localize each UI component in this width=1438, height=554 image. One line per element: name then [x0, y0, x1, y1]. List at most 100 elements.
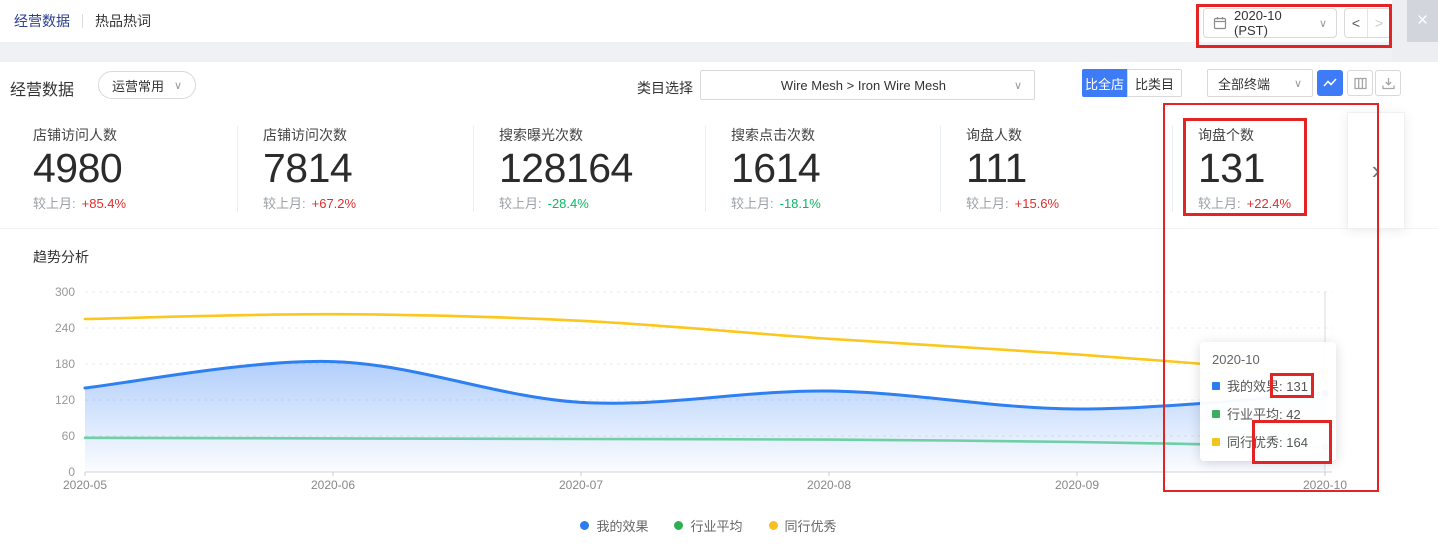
month-picker[interactable]: 2020-10 (PST) ∨ [1203, 8, 1337, 38]
svg-text:60: 60 [62, 429, 76, 443]
stat-label: 店铺访问人数 [33, 127, 117, 143]
table-columns-icon [1353, 76, 1368, 91]
blue-series-swatch [1212, 381, 1220, 390]
yellow-series-swatch [1212, 437, 1220, 446]
svg-text:2020-10: 2020-10 [1303, 478, 1347, 492]
stat-value: 4980 [33, 145, 123, 191]
trend-chart[interactable]: 0 60 120 180 240 300 2020-05 2020-06 2020-07 2020… [0, 229, 1438, 554]
stat-card-4[interactable]: 询盘人数 111 较上月: +15.6% [940, 108, 1172, 228]
top-bar: 经营数据 热品热词 [0, 0, 1392, 42]
category-label: 类目选择 [637, 80, 693, 96]
terminal-dropdown[interactable]: 全部终端 ∨ [1207, 69, 1313, 97]
table-view-button[interactable] [1347, 70, 1373, 96]
stat-delta-pct: -28.4% [547, 196, 589, 211]
chevron-down-icon: ∨ [1013, 79, 1022, 92]
trend-title: 趋势分析 [33, 249, 89, 265]
svg-text:2020-06: 2020-06 [311, 478, 355, 492]
trend-section: 趋势分析 0 60 120 180 240 300 2020-05 2020-06 2020-0… [0, 228, 1438, 554]
stat-delta: 较上月: +67.2% [263, 196, 357, 211]
tab-divider [82, 14, 83, 28]
month-nav: < > [1344, 8, 1391, 38]
stat-delta-pct: +15.6% [1014, 196, 1060, 211]
section-gap [0, 42, 1392, 62]
tooltip-value-peers: 164 [1286, 435, 1308, 450]
preset-dropdown-value: 运营常用 [112, 78, 165, 94]
card-divider [1172, 126, 1173, 212]
tooltip-row-industry: 行业平均: 42 [1212, 404, 1324, 423]
tab-business-data[interactable]: 经营数据 [14, 13, 70, 29]
stat-delta: 较上月: +22.4% [1198, 196, 1292, 211]
stat-value: 7814 [263, 145, 353, 191]
chart-view-button[interactable] [1317, 70, 1343, 96]
legend-dot-icon [674, 521, 684, 530]
stat-card-3[interactable]: 搜索点击次数 1614 较上月: -18.1% [705, 108, 940, 228]
category-select[interactable]: Wire Mesh > Iron Wire Mesh ∨ [700, 70, 1035, 100]
stat-value: 1614 [731, 145, 821, 191]
compare-store-button[interactable]: 比全店 [1082, 69, 1127, 97]
close-button[interactable]: × [1407, 0, 1438, 42]
tooltip-row-mine: 我的效果: 131 [1212, 376, 1324, 395]
control-row: 经营数据 运营常用 ∨ 类目选择 Wire Mesh > Iron Wire M… [0, 62, 1438, 108]
legend-label: 我的效果 [596, 519, 649, 534]
svg-text:0: 0 [68, 465, 75, 479]
calendar-icon [1213, 16, 1227, 30]
month-picker-value: 2020-10 (PST) [1234, 8, 1282, 38]
tab-hot-keywords[interactable]: 热品热词 [95, 13, 151, 29]
stat-label: 搜索曝光次数 [499, 127, 583, 143]
svg-text:2020-08: 2020-08 [807, 478, 851, 492]
stat-delta-pct: +85.4% [81, 196, 127, 211]
legend-item-0[interactable]: 我的效果 [580, 516, 648, 535]
card-divider [473, 126, 474, 212]
stat-card-2[interactable]: 搜索曝光次数 128164 较上月: -28.4% [473, 108, 705, 228]
tooltip-value-industry: 42 [1286, 407, 1301, 422]
preset-dropdown[interactable]: 运营常用 ∨ [98, 71, 197, 99]
svg-text:2020-05: 2020-05 [63, 478, 107, 492]
stat-delta: 较上月: -18.1% [731, 196, 821, 211]
tooltip-date: 2020-10 [1212, 352, 1260, 367]
stat-card-0[interactable]: 店铺访问人数 4980 较上月: +85.4% [0, 108, 237, 228]
line-chart-icon [1322, 75, 1338, 91]
stat-label: 询盘人数 [966, 127, 1022, 143]
stat-value: 128164 [499, 145, 633, 191]
close-icon: × [1416, 10, 1429, 31]
stat-delta-pct: +67.2% [311, 196, 357, 211]
tooltip-value-mine: 131 [1286, 379, 1308, 394]
chevron-right-icon: › [1371, 155, 1381, 185]
chart-tooltip: 2020-10 我的效果: 131 行业平均: 42 同行优秀: 164 [1200, 342, 1336, 461]
stat-delta-pct: -18.1% [779, 196, 821, 211]
svg-text:180: 180 [55, 357, 75, 371]
chevron-down-icon: ∨ [174, 79, 183, 92]
svg-text:120: 120 [55, 393, 75, 407]
stat-card-5[interactable]: 询盘个数 131 较上月: +22.4% [1172, 108, 1347, 228]
chart-legend: 我的效果 行业平均 同行优秀 [85, 516, 1332, 535]
legend-dot-icon [580, 521, 590, 530]
card-divider [237, 126, 238, 212]
next-month-button[interactable]: > [1374, 15, 1384, 31]
svg-text:300: 300 [55, 285, 75, 299]
stat-delta: 较上月: +85.4% [33, 196, 127, 211]
stat-value: 111 [966, 145, 1027, 191]
stat-label: 搜索点击次数 [731, 127, 815, 143]
stats-row: 店铺访问人数 4980 较上月: +85.4% 店铺访问次数 7814 较上月: +67.2%… [0, 108, 1438, 228]
prev-month-button[interactable]: < [1345, 9, 1368, 37]
legend-label: 同行优秀 [784, 519, 837, 534]
page-title: 经营数据 [10, 82, 75, 99]
svg-text:2020-07: 2020-07 [559, 478, 603, 492]
legend-item-1[interactable]: 行业平均 [674, 516, 743, 535]
stat-delta: 较上月: -28.4% [499, 196, 589, 211]
download-icon [1381, 76, 1396, 91]
next-cards-button[interactable]: › [1347, 112, 1405, 229]
green-series-swatch [1212, 409, 1220, 418]
chevron-down-icon: ∨ [1318, 17, 1327, 30]
compare-category-button[interactable]: 比类目 [1127, 69, 1182, 97]
top-tabs: 经营数据 热品热词 [0, 11, 151, 31]
download-button[interactable] [1375, 70, 1401, 96]
svg-text:240: 240 [55, 321, 75, 335]
stat-delta: 较上月: +15.6% [966, 196, 1060, 211]
stat-value: 131 [1198, 145, 1265, 191]
terminal-dropdown-value: 全部终端 [1218, 76, 1271, 92]
stat-card-1[interactable]: 店铺访问次数 7814 较上月: +67.2% [237, 108, 473, 228]
legend-label: 行业平均 [690, 519, 743, 534]
legend-dot-icon [768, 521, 778, 530]
legend-item-2[interactable]: 同行优秀 [768, 516, 837, 535]
